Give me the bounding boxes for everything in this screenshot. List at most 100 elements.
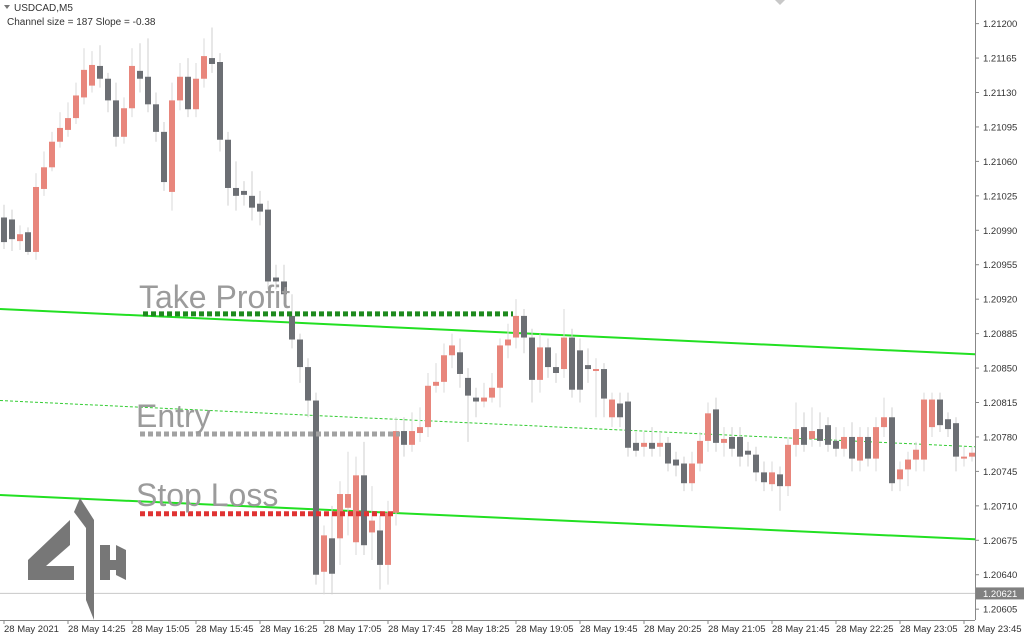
x-tick-label: 28 May 21:05 (708, 624, 766, 635)
candle-body (441, 355, 447, 382)
candle-body (177, 76, 183, 101)
candle-body (505, 339, 511, 346)
y-tick-label: 1.20815 (983, 398, 1017, 409)
candle-body (577, 350, 583, 390)
candle-body (657, 442, 663, 447)
x-tick-label: 28 May 15:45 (196, 624, 254, 635)
candle-body (489, 387, 495, 398)
current-price-box (976, 587, 1024, 600)
candle-body (769, 472, 775, 485)
channel-line (0, 308, 976, 356)
candle-body (593, 369, 599, 372)
candle-body (233, 187, 239, 196)
y-tick-label: 1.20605 (983, 605, 1017, 616)
candle-body (873, 427, 879, 459)
symbol-menu-arrow (4, 5, 10, 9)
candle-body (433, 381, 439, 386)
candle-body (353, 475, 359, 543)
current-price-label: 1.20621 (983, 589, 1017, 600)
candle-body (65, 118, 71, 130)
candle-body (249, 195, 255, 208)
candle-body (145, 76, 151, 105)
candle-body (961, 456, 967, 459)
candle-body (33, 186, 39, 252)
candle-body (689, 463, 695, 484)
candle-body (273, 277, 279, 282)
candle-body (617, 403, 623, 418)
candle-body (721, 438, 727, 443)
candle-body (833, 440, 839, 449)
y-tick-label: 1.20920 (983, 295, 1017, 306)
candle-body (73, 95, 79, 119)
channel-line (0, 494, 976, 541)
candle-body (465, 377, 471, 396)
x-tick-label: 28 May 23:45 (964, 624, 1022, 635)
candle-body (937, 399, 943, 426)
candle-body (529, 337, 535, 380)
y-tick-label: 1.20675 (983, 536, 1017, 547)
candle-body (49, 141, 55, 168)
candle-body (665, 442, 671, 464)
x-tick-label: 28 May 17:45 (388, 624, 446, 635)
x-tick-label: 28 May 17:05 (324, 624, 382, 635)
level-label: Stop Loss (136, 477, 278, 513)
candle-body (377, 530, 383, 565)
candle-body (681, 463, 687, 484)
y-tick-label: 1.21025 (983, 191, 1017, 202)
candle-body (945, 419, 951, 430)
y-tick-label: 1.20710 (983, 501, 1017, 512)
candle-body (649, 442, 655, 449)
candle-body (849, 436, 855, 459)
candle-body (969, 452, 975, 457)
candle-body (569, 337, 575, 390)
candle-body (241, 190, 247, 195)
candle-body (321, 535, 327, 572)
candle-body (137, 70, 143, 79)
candle-body (449, 345, 455, 356)
candle-body (673, 459, 679, 466)
x-tick-label: 28 May 15:05 (132, 624, 190, 635)
y-tick-label: 1.21130 (983, 88, 1017, 99)
candle-body (1, 217, 7, 243)
candle-body (81, 69, 87, 98)
candle-body (697, 440, 703, 464)
candle-body (417, 427, 423, 434)
candle-body (185, 76, 191, 110)
candle-body (41, 167, 47, 189)
y-tick-label: 1.20990 (983, 226, 1017, 237)
candle-body (825, 425, 831, 445)
candle-body (601, 369, 607, 399)
x-tick-label: 28 May 20:25 (644, 624, 702, 635)
shift-marker (775, 0, 785, 5)
candle-body (425, 385, 431, 428)
channel-line (0, 400, 976, 448)
x-tick-label: 28 May 21:45 (772, 624, 830, 635)
candle-body (921, 399, 927, 460)
candle-body (369, 520, 375, 533)
candle-body (201, 56, 207, 79)
candle-body (25, 232, 31, 252)
candle-body (793, 429, 799, 445)
logo-stroke (28, 520, 74, 580)
chart-title: USDCAD,M5 (14, 3, 73, 14)
candle-body (865, 436, 871, 459)
candle-body (609, 399, 615, 418)
candle-body (289, 315, 295, 340)
candle-body (329, 538, 335, 574)
candle-body (265, 209, 271, 282)
logo-stroke (74, 498, 94, 620)
candle-body (305, 367, 311, 401)
x-tick-label: 28 May 14:25 (68, 624, 126, 635)
candle-body (225, 139, 231, 188)
candle-body (97, 65, 103, 79)
candle-body (481, 397, 487, 402)
candle-body (121, 108, 127, 137)
candle-body (817, 429, 823, 441)
candle-body (113, 100, 119, 137)
level-label: Take Profit (139, 279, 290, 315)
candle-body (153, 104, 159, 132)
candle-body (17, 234, 23, 242)
candle-body (401, 431, 407, 445)
